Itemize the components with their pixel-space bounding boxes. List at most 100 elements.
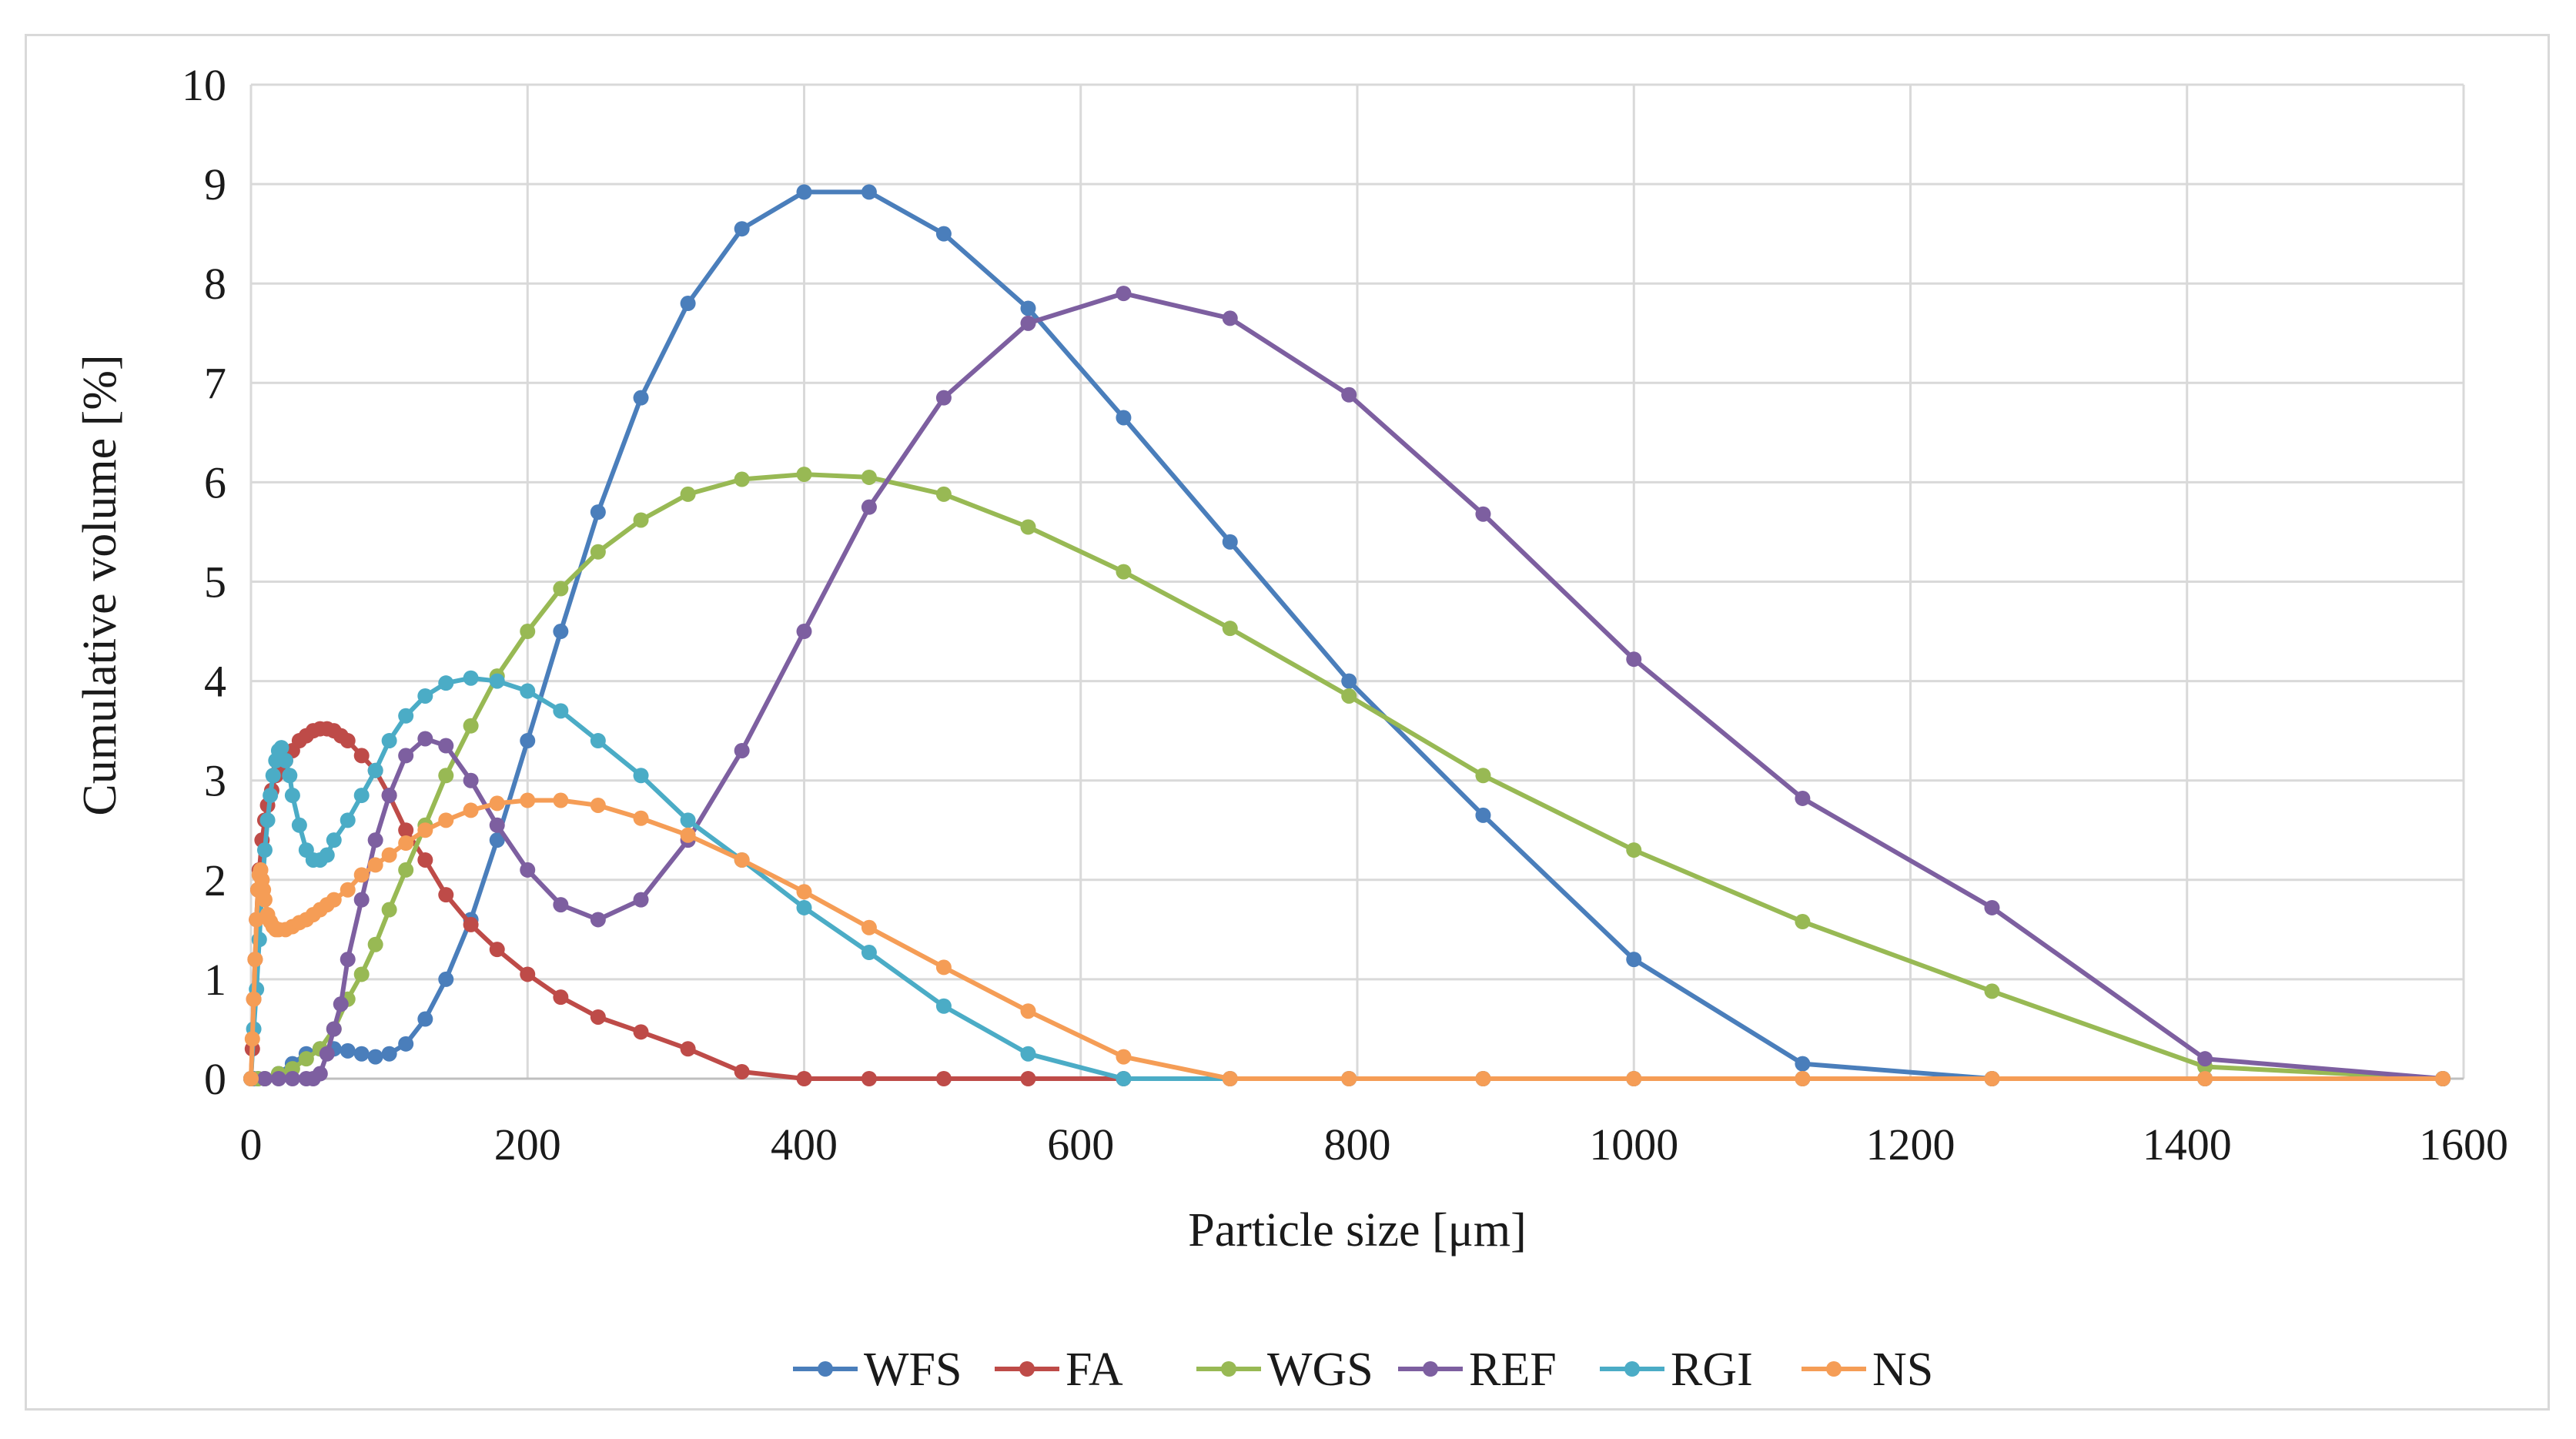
data-point-fa bbox=[520, 966, 536, 982]
data-point-wgs bbox=[1222, 621, 1238, 637]
data-point-wgs bbox=[298, 1051, 314, 1067]
data-point-ref bbox=[734, 742, 750, 758]
data-point-wfs bbox=[680, 296, 696, 312]
y-tick-label: 7 bbox=[204, 358, 226, 408]
data-point-ns bbox=[463, 802, 479, 818]
y-tick-label: 3 bbox=[204, 756, 226, 806]
data-point-ref bbox=[284, 1071, 300, 1086]
legend-label: REF bbox=[1469, 1344, 1557, 1396]
data-point-ref bbox=[340, 952, 356, 968]
y-tick-label: 5 bbox=[204, 557, 226, 607]
data-point-ns bbox=[367, 857, 383, 873]
data-point-fa bbox=[463, 916, 479, 932]
data-point-rgi bbox=[398, 708, 414, 724]
data-point-ns bbox=[796, 884, 812, 900]
data-point-wgs bbox=[1020, 519, 1036, 535]
data-point-fa bbox=[1020, 1071, 1036, 1086]
data-point-ref bbox=[796, 624, 812, 640]
data-point-ns bbox=[256, 892, 273, 908]
data-point-wfs bbox=[590, 504, 606, 520]
data-point-ns bbox=[1795, 1071, 1811, 1086]
data-point-rgi bbox=[633, 768, 649, 784]
data-point-rgi bbox=[381, 733, 397, 749]
legend-label: NS bbox=[1872, 1344, 1933, 1396]
data-point-rgi bbox=[680, 812, 696, 828]
legend-swatch-marker bbox=[818, 1361, 833, 1377]
data-point-fa bbox=[340, 733, 356, 749]
data-point-fa bbox=[590, 1009, 606, 1025]
data-point-ns bbox=[244, 1031, 260, 1047]
legend-swatch-marker bbox=[1826, 1361, 1842, 1377]
data-point-fa bbox=[633, 1024, 649, 1040]
data-point-rgi bbox=[284, 788, 300, 804]
data-point-wgs bbox=[398, 862, 414, 878]
data-point-ref bbox=[417, 731, 433, 747]
data-point-ns bbox=[1341, 1071, 1357, 1086]
data-point-wgs bbox=[1116, 564, 1132, 580]
data-point-wfs bbox=[1795, 1056, 1811, 1072]
data-point-rgi bbox=[273, 740, 289, 756]
data-point-ref bbox=[312, 1066, 328, 1082]
y-tick-label: 1 bbox=[204, 955, 226, 1005]
series-ref bbox=[243, 286, 2451, 1086]
data-point-wfs bbox=[353, 1046, 370, 1062]
data-point-wgs bbox=[1341, 688, 1357, 704]
data-point-rgi bbox=[340, 812, 356, 828]
data-point-ref bbox=[861, 499, 877, 515]
data-point-ns bbox=[489, 795, 505, 812]
data-point-ref bbox=[256, 1071, 273, 1086]
data-point-fa bbox=[417, 852, 433, 868]
legend-swatch-marker bbox=[1423, 1361, 1438, 1377]
data-point-ref bbox=[489, 817, 505, 833]
data-point-wgs bbox=[935, 486, 952, 502]
data-point-ref bbox=[333, 996, 349, 1012]
chart-frame bbox=[25, 34, 2550, 1411]
data-point-wgs bbox=[680, 486, 696, 502]
data-point-wfs bbox=[1475, 807, 1491, 823]
legend-swatch-marker bbox=[1221, 1361, 1236, 1377]
series-line-rgi bbox=[249, 675, 2446, 1081]
data-point-wgs bbox=[367, 936, 383, 952]
x-tick-label: 1600 bbox=[2419, 1119, 2508, 1170]
legend-item-fa: FA bbox=[995, 1344, 1123, 1396]
data-point-rgi bbox=[259, 812, 276, 828]
data-point-ns bbox=[553, 792, 569, 808]
data-point-ref bbox=[1984, 899, 2000, 915]
data-point-wfs bbox=[734, 221, 750, 237]
data-point-rgi bbox=[463, 670, 479, 686]
data-point-ns bbox=[520, 792, 536, 808]
data-point-wgs bbox=[633, 512, 649, 528]
data-point-ref bbox=[270, 1071, 286, 1086]
y-tick-label: 0 bbox=[204, 1054, 226, 1104]
data-point-ns bbox=[1020, 1003, 1036, 1019]
data-point-fa bbox=[438, 887, 454, 903]
data-point-ns bbox=[935, 959, 952, 976]
data-point-rgi bbox=[590, 733, 606, 749]
data-point-wfs bbox=[1341, 673, 1357, 689]
data-point-wfs bbox=[861, 184, 877, 200]
data-point-fa bbox=[796, 1071, 812, 1086]
data-point-wfs bbox=[1020, 300, 1036, 316]
data-point-fa bbox=[734, 1063, 750, 1079]
data-point-ref bbox=[633, 892, 649, 908]
data-point-ref bbox=[590, 912, 606, 928]
legend-item-rgi: RGI bbox=[1600, 1344, 1753, 1396]
data-point-rgi bbox=[291, 817, 307, 833]
data-point-rgi bbox=[553, 703, 569, 719]
x-tick-label: 200 bbox=[494, 1119, 561, 1170]
legend-label: WGS bbox=[1267, 1344, 1373, 1396]
data-point-ns bbox=[1475, 1071, 1491, 1086]
data-point-wfs bbox=[520, 733, 536, 749]
data-point-wgs bbox=[1475, 768, 1491, 784]
data-point-fa bbox=[353, 748, 370, 764]
x-tick-label: 0 bbox=[240, 1119, 263, 1170]
legend-label: WFS bbox=[864, 1344, 962, 1396]
data-point-rgi bbox=[265, 768, 281, 784]
x-tick-label: 1000 bbox=[1589, 1119, 1678, 1170]
data-point-ns bbox=[2435, 1071, 2451, 1086]
data-point-rgi bbox=[367, 762, 383, 778]
data-point-fa bbox=[553, 989, 569, 1006]
data-point-ns bbox=[438, 812, 454, 828]
x-tick-label: 1400 bbox=[2143, 1119, 2232, 1170]
data-point-wgs bbox=[796, 467, 812, 483]
